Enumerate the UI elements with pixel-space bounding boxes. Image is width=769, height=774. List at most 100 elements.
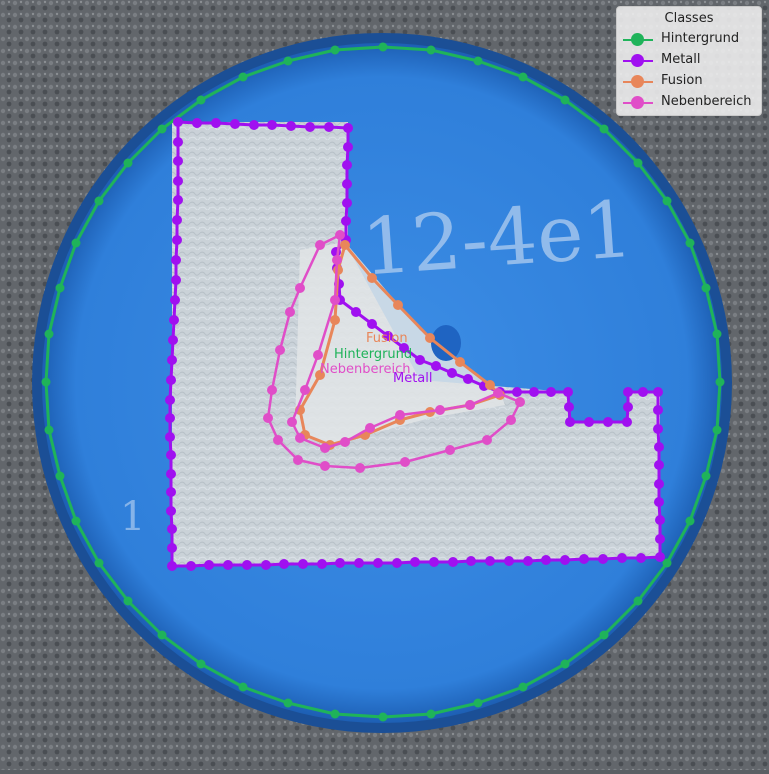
nebenbereich-vertex	[445, 445, 455, 455]
metall-vertex	[392, 558, 402, 568]
metall-vertex	[167, 524, 177, 534]
legend-marker-icon	[623, 33, 653, 47]
nebenbereich-vertex	[293, 455, 303, 465]
metall-vertex	[342, 179, 352, 189]
metall-vertex	[166, 487, 176, 497]
legend-item-hintergrund: Hintergrund	[623, 30, 759, 50]
legend: Classes Hintergrund Metall Fusion Nebenb…	[616, 6, 762, 116]
metall-vertex	[636, 553, 646, 563]
metall-vertex	[541, 555, 551, 565]
metall-vertex	[324, 122, 334, 132]
metall-vertex	[168, 335, 178, 345]
metall-vertex	[563, 387, 573, 397]
metall-vertex	[173, 137, 183, 147]
metall-vertex	[466, 556, 476, 566]
nebenbereich-vertex	[313, 350, 323, 360]
metall-vertex	[560, 555, 570, 565]
metall-vertex	[410, 557, 420, 567]
nebenbereich-vertex	[263, 413, 273, 423]
nebenbereich-outline	[266, 233, 522, 470]
fusion-vertex	[425, 333, 435, 343]
metall-vertex	[623, 402, 633, 412]
metall-vertex	[415, 355, 425, 365]
metall-vertex	[335, 558, 345, 568]
metall-vertex	[167, 355, 177, 365]
metall-vertex	[653, 405, 663, 415]
metall-vertex	[351, 307, 361, 317]
metall-vertex	[367, 319, 377, 329]
hintergrund-vertex	[238, 72, 248, 82]
hintergrund-vertex	[283, 56, 293, 66]
metall-vertex	[166, 375, 176, 385]
metall-vertex	[598, 554, 608, 564]
metall-vertex	[242, 560, 252, 570]
hintergrund-vertex	[633, 158, 643, 168]
label-fusion: Fusion	[366, 331, 408, 346]
nebenbereich-vertex	[287, 417, 297, 427]
metall-vertex	[204, 560, 214, 570]
nebenbereich-vertex	[355, 463, 365, 473]
segmentation-polygons	[41, 42, 725, 722]
metall-vertex	[603, 417, 613, 427]
metall-vertex	[564, 402, 574, 412]
nebenbereich-vertex	[400, 457, 410, 467]
metall-vertex	[429, 557, 439, 567]
hintergrund-vertex	[473, 698, 483, 708]
label-metall: Metall	[393, 371, 433, 386]
side-marking: 1	[120, 494, 145, 540]
metall-vertex	[448, 557, 458, 567]
hintergrund-vertex	[41, 377, 51, 387]
nebenbereich-vertex	[295, 433, 305, 443]
nebenbereich-vertex	[273, 435, 283, 445]
metall-vertex	[167, 543, 177, 553]
hintergrund-vertex	[238, 682, 248, 692]
fusion-vertex	[393, 300, 403, 310]
hintergrund-vertex	[599, 630, 609, 640]
nebenbereich-vertex	[395, 410, 405, 420]
metall-vertex	[654, 497, 664, 507]
metall-vertex	[230, 119, 240, 129]
metall-vertex	[617, 553, 627, 563]
hintergrund-vertex	[196, 659, 206, 669]
hintergrund-vertex	[712, 425, 722, 435]
metall-vertex	[431, 361, 441, 371]
hintergrund-vertex	[378, 42, 388, 52]
nebenbereich-vertex	[275, 345, 285, 355]
metall-vertex	[654, 442, 664, 452]
metall-vertex	[638, 387, 648, 397]
metall-vertex	[171, 255, 181, 265]
legend-label: Fusion	[661, 73, 703, 88]
legend-title: Classes	[664, 11, 714, 26]
nebenbereich-vertex	[482, 435, 492, 445]
metall-vertex	[286, 121, 296, 131]
metall-vertex	[173, 195, 183, 205]
metall-vertex	[655, 552, 665, 562]
metall-vertex	[173, 156, 183, 166]
metall-vertex	[504, 556, 514, 566]
nebenbereich-vertex	[295, 283, 305, 293]
hintergrund-vertex	[123, 596, 133, 606]
metall-vertex	[167, 561, 177, 571]
nebenbereich-vertex	[320, 443, 330, 453]
metall-vertex	[565, 417, 575, 427]
metall-vertex	[342, 198, 352, 208]
legend-item-metall: Metall	[623, 51, 759, 71]
hintergrund-vertex	[473, 56, 483, 66]
metall-vertex	[171, 275, 181, 285]
metall-vertex	[342, 160, 352, 170]
metall-vertex	[622, 417, 632, 427]
metall-vertex	[373, 558, 383, 568]
hintergrund-vertex	[712, 329, 722, 339]
metall-vertex	[383, 331, 393, 341]
nebenbereich-vertex	[365, 423, 375, 433]
hintergrund-vertex	[123, 158, 133, 168]
fusion-vertex	[485, 380, 495, 390]
metall-vertex	[341, 216, 351, 226]
metall-vertex	[249, 120, 259, 130]
nebenbereich-vertex	[515, 397, 525, 407]
nebenbereich-vertex	[340, 437, 350, 447]
metall-vertex	[165, 413, 175, 423]
fusion-vertex	[315, 370, 325, 380]
metall-vertex	[654, 460, 664, 470]
